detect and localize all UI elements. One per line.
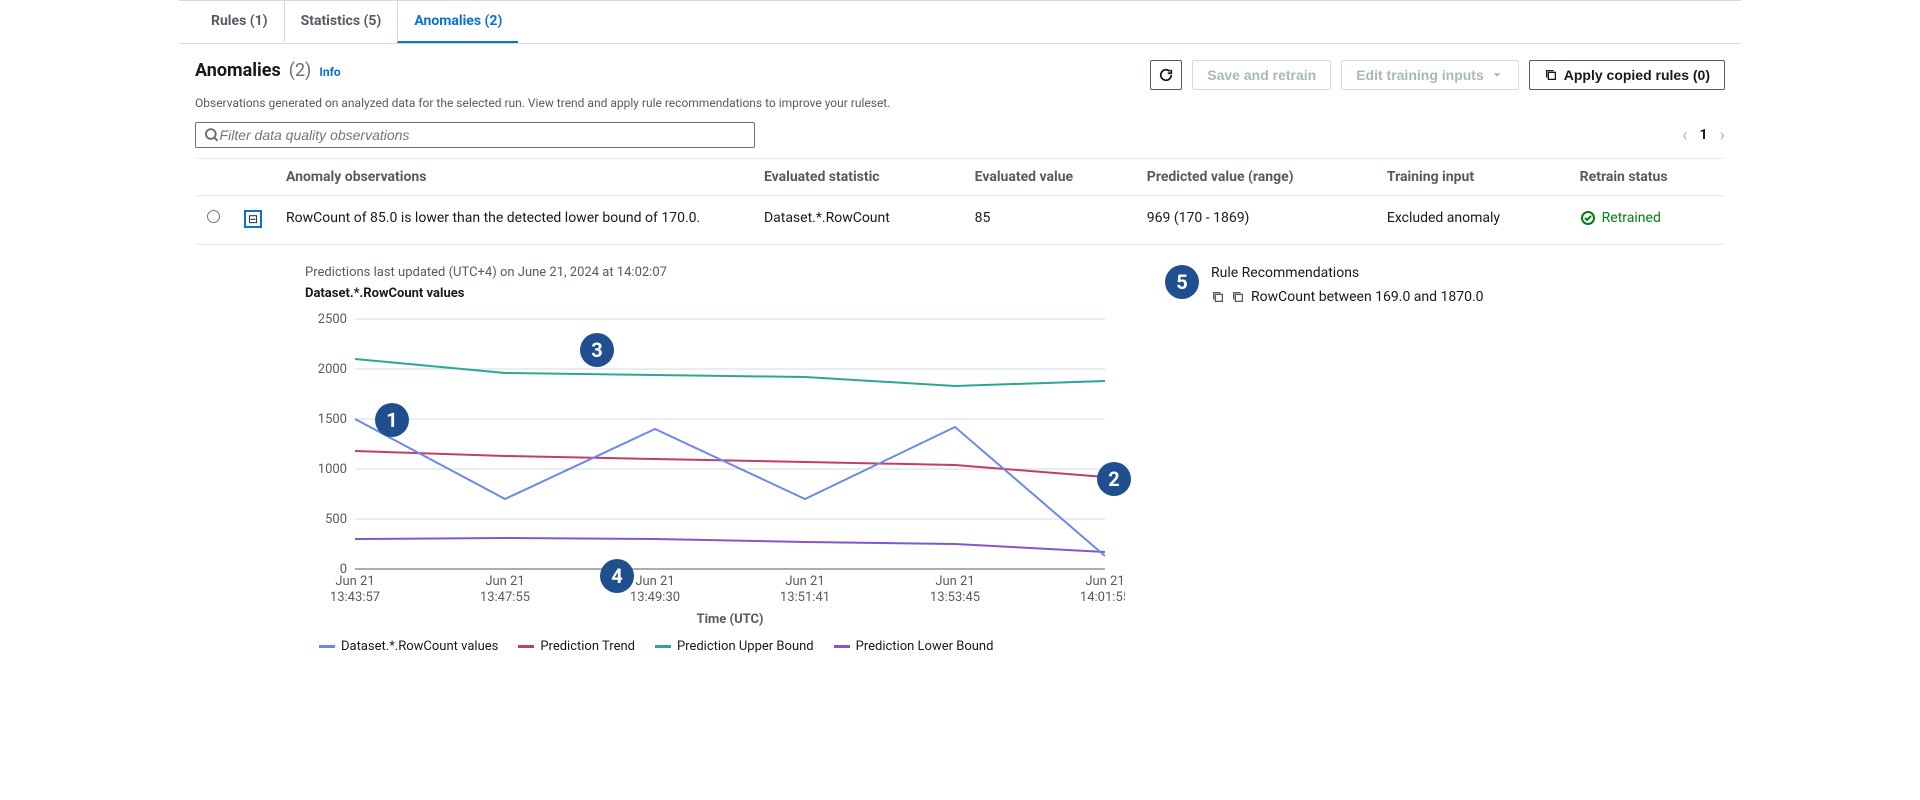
cell-value: 85 [963,196,1135,245]
legend-item: Prediction Lower Bound [834,639,994,654]
row-radio[interactable] [207,210,220,223]
svg-text:13:49:30: 13:49:30 [630,590,680,605]
tab-anomalies[interactable]: Anomalies (2) [397,1,518,43]
copy-icon[interactable] [1211,290,1225,304]
recommendation-text: RowCount between 169.0 and 1870.0 [1251,289,1484,305]
search-icon [204,127,220,143]
table-row: ⊟ RowCount of 85.0 is lower than the det… [195,196,1725,245]
svg-text:Jun 21: Jun 21 [1085,574,1124,589]
copy-icon [1544,68,1558,82]
svg-text:13:51:41: 13:51:41 [780,590,830,605]
cell-predicted: 969 (170 - 1869) [1135,196,1375,245]
col-statistic: Evaluated statistic [752,159,963,196]
callout-1: 1 [375,403,409,437]
tab-statistics[interactable]: Statistics (5) [284,1,398,43]
info-link[interactable]: Info [319,65,340,79]
pager: ‹ 1 › [1682,125,1725,146]
svg-text:13:43:57: 13:43:57 [330,590,380,605]
callout-5: 5 [1165,265,1199,299]
legend-item: Dataset.*.RowCount values [319,639,498,654]
filter-input-wrapper [195,122,755,148]
svg-text:500: 500 [325,512,347,527]
edit-training-label: Edit training inputs [1356,67,1484,83]
col-retrain: Retrain status [1568,159,1725,196]
edit-training-button[interactable]: Edit training inputs [1341,60,1519,90]
cell-observation: RowCount of 85.0 is lower than the detec… [274,196,752,245]
chart: 05001000150020002500Jun 2113:43:57Jun 21… [305,309,1125,629]
svg-text:1000: 1000 [318,462,347,477]
panel-title: Anomalies [195,60,281,81]
check-circle-icon [1580,210,1596,226]
caret-down-icon [1490,68,1504,82]
col-predicted: Predicted value (range) [1135,159,1375,196]
copy-icon[interactable] [1231,290,1245,304]
panel-count: (2) [289,60,312,81]
collapse-button[interactable]: ⊟ [244,210,262,228]
col-observation: Anomaly observations [274,159,752,196]
filter-input[interactable] [220,127,746,143]
refresh-button[interactable] [1150,60,1182,90]
tabs: Rules (1) Statistics (5) Anomalies (2) [179,1,1741,44]
cell-statistic: Dataset.*.RowCount [752,196,963,245]
refresh-icon [1159,68,1173,82]
anomalies-table: Anomaly observations Evaluated statistic… [195,158,1725,245]
svg-text:Jun 21: Jun 21 [935,574,974,589]
svg-text:Jun 21: Jun 21 [335,574,374,589]
recommendations-title: Rule Recommendations [1211,265,1484,281]
page-prev[interactable]: ‹ [1682,125,1687,146]
apply-rules-label: Apply copied rules (0) [1564,67,1710,83]
chart-updated-text: Predictions last updated (UTC+4) on June… [305,265,1125,280]
cell-retrain: Retrained [1568,196,1725,245]
svg-text:Time (UTC): Time (UTC) [697,612,764,627]
svg-text:13:53:45: 13:53:45 [930,590,980,605]
retrain-label: Retrained [1602,210,1661,226]
callout-2: 2 [1097,462,1131,496]
legend-item: Prediction Upper Bound [655,639,814,654]
callout-4: 4 [600,559,634,593]
svg-text:14:01:55: 14:01:55 [1080,590,1125,605]
apply-rules-button[interactable]: Apply copied rules (0) [1529,60,1725,90]
col-value: Evaluated value [963,159,1135,196]
save-retrain-button[interactable]: Save and retrain [1192,60,1331,90]
page-number: 1 [1700,127,1708,143]
panel-description: Observations generated on analyzed data … [195,96,1725,110]
cell-training: Excluded anomaly [1375,196,1568,245]
legend-item: Prediction Trend [518,639,635,654]
svg-text:2000: 2000 [318,362,347,377]
svg-text:1500: 1500 [318,412,347,427]
callout-3: 3 [580,333,614,367]
chart-title: Dataset.*.RowCount values [305,286,1125,301]
svg-text:13:47:55: 13:47:55 [480,590,530,605]
svg-text:Jun 21: Jun 21 [485,574,524,589]
col-training: Training input [1375,159,1568,196]
chart-legend: Dataset.*.RowCount values Prediction Tren… [305,639,1125,654]
tab-rules[interactable]: Rules (1) [195,1,284,43]
svg-text:Jun 21: Jun 21 [635,574,674,589]
svg-text:Jun 21: Jun 21 [785,574,824,589]
page-next[interactable]: › [1720,125,1725,146]
svg-text:2500: 2500 [318,312,347,327]
